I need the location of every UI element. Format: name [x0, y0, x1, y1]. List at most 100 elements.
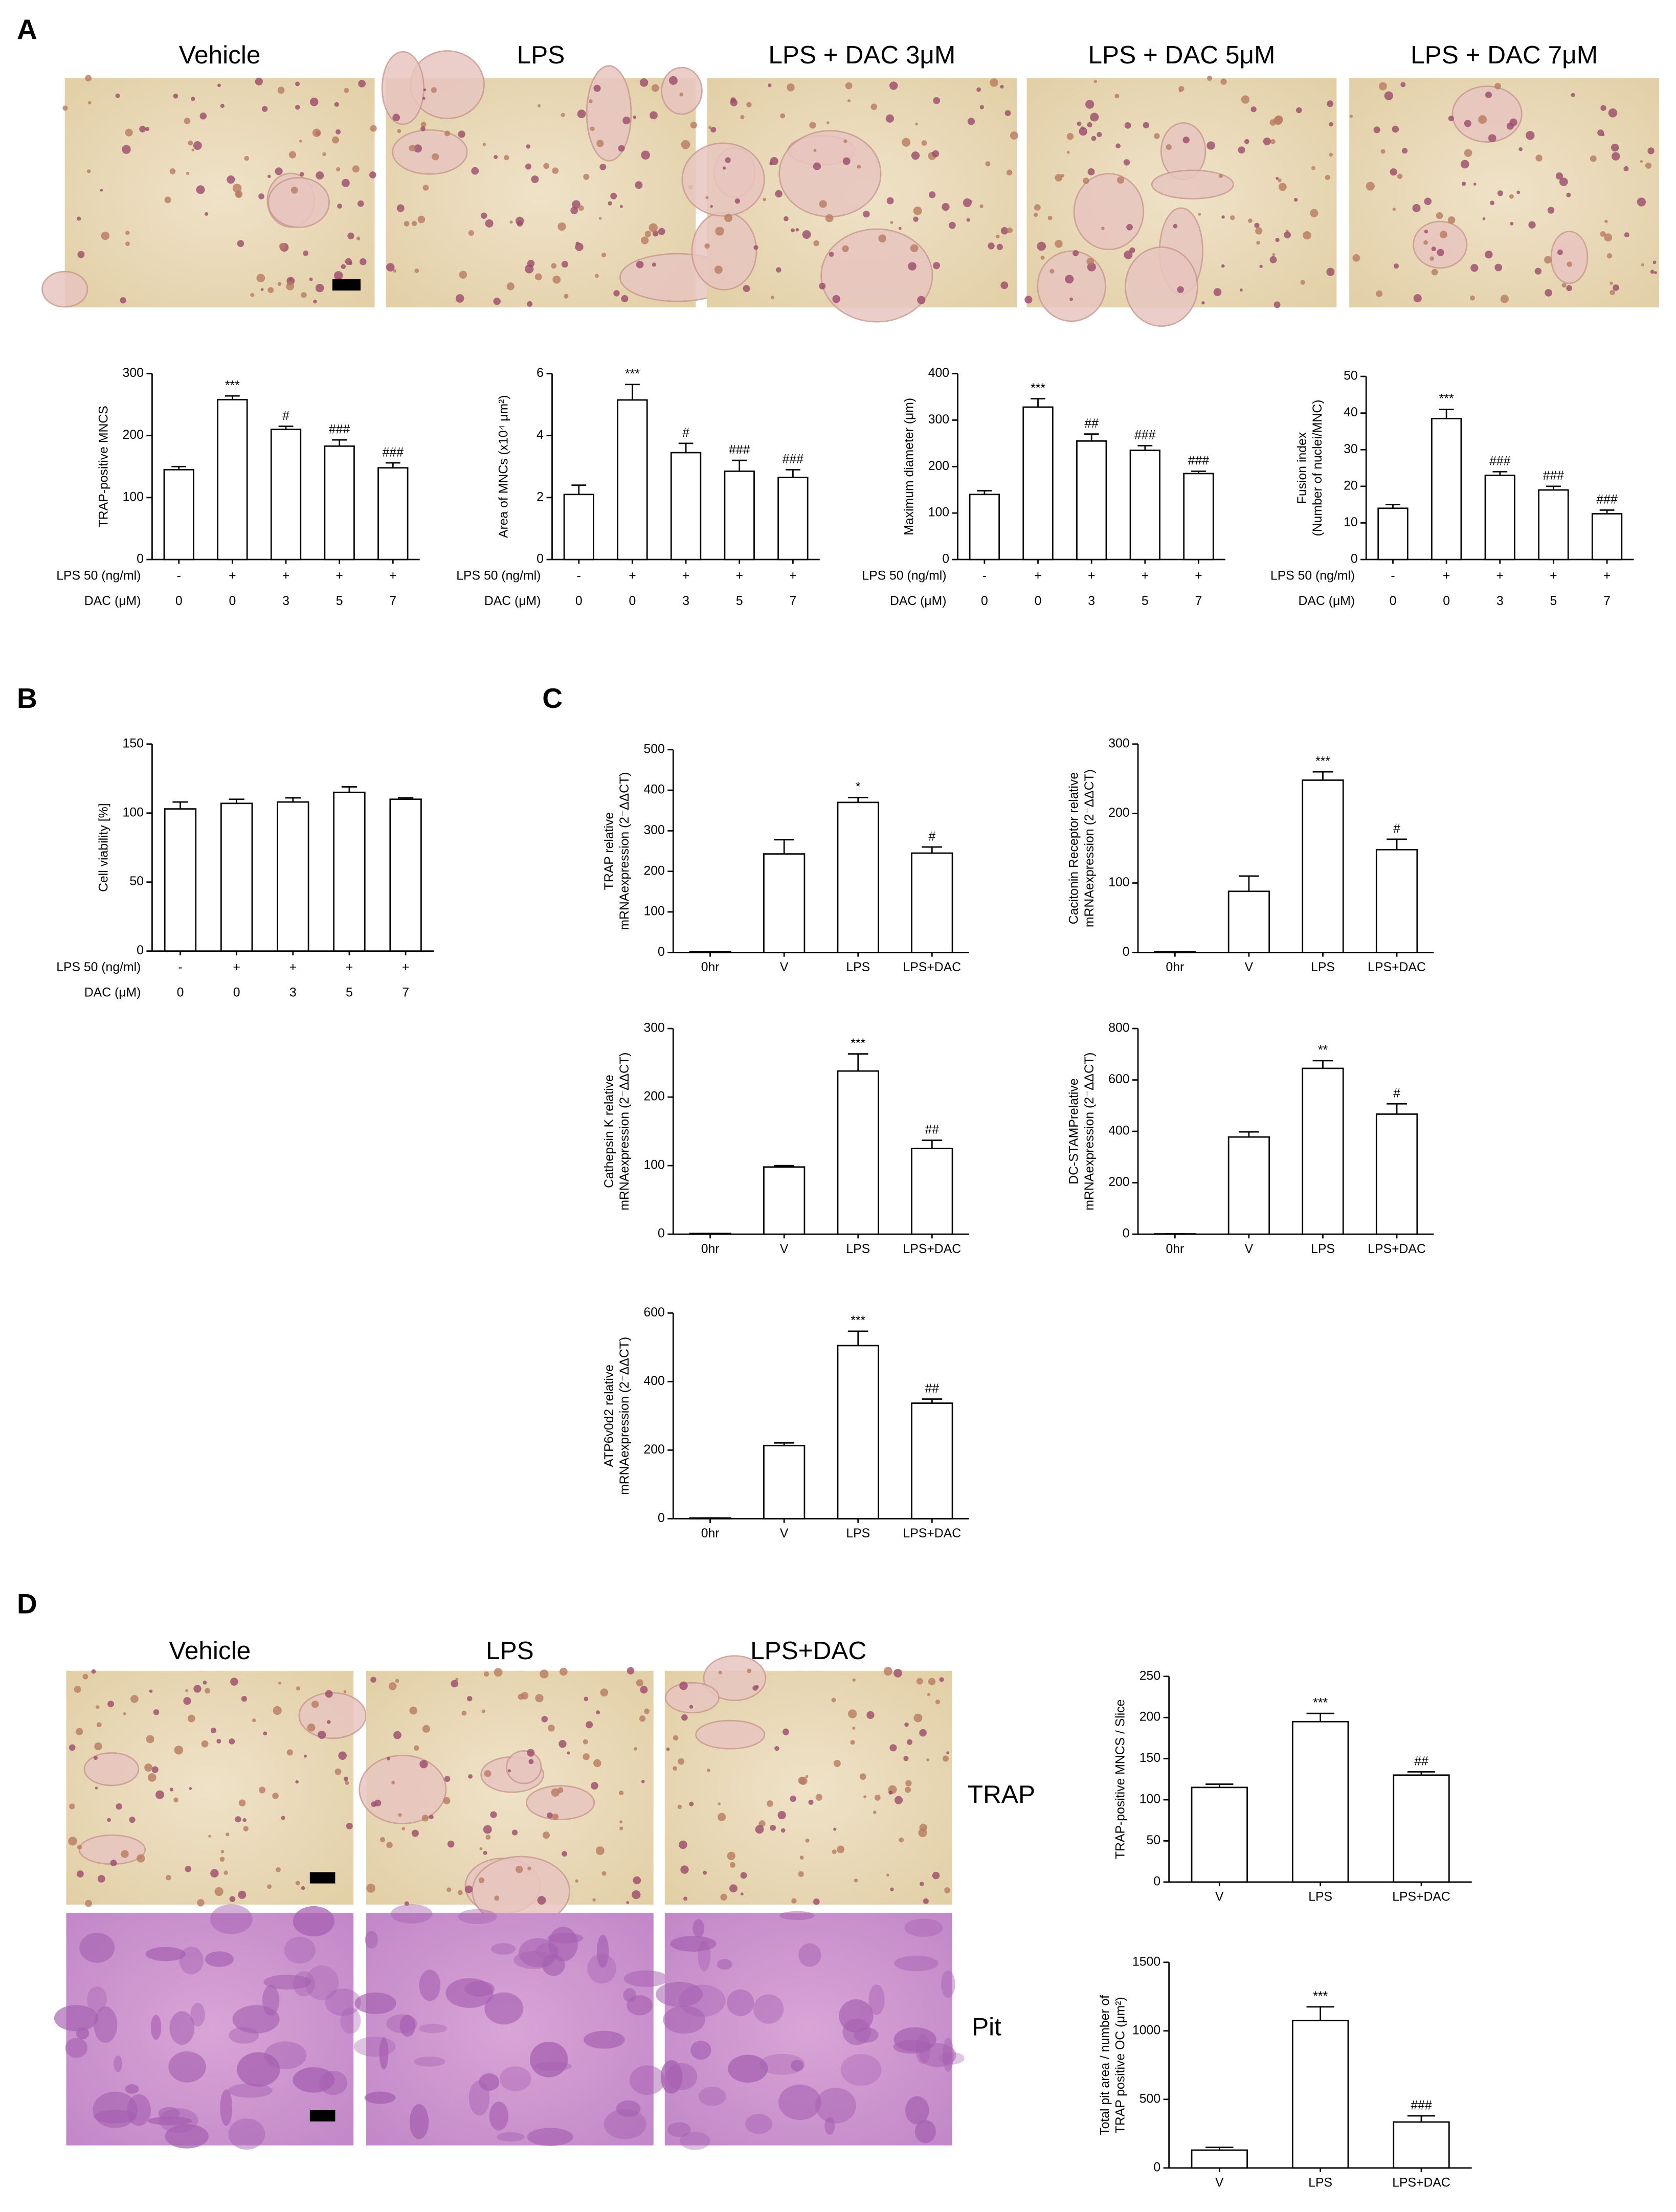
y-tick-label: 400 — [643, 1374, 664, 1388]
nucleus — [1083, 177, 1089, 184]
significance: # — [1393, 1087, 1400, 1101]
nucleus — [1497, 190, 1503, 196]
pit — [596, 1934, 609, 1968]
nucleus — [464, 1885, 473, 1893]
nucleus — [204, 1688, 211, 1694]
nucleus — [451, 1680, 459, 1688]
micrograph — [1349, 78, 1659, 308]
significance: * — [856, 780, 861, 794]
nucleus — [76, 1870, 84, 1878]
nucleus — [946, 1751, 949, 1754]
nucleus — [333, 271, 343, 280]
x-tick-label: + — [736, 569, 743, 583]
x-tick-label: 0 — [177, 986, 184, 1000]
row-label: DAC (μM) — [84, 594, 141, 608]
y-tick-label: 6 — [537, 366, 544, 380]
pit — [489, 2102, 509, 2131]
y-tick-label: 150 — [1139, 1751, 1160, 1765]
nucleus — [722, 166, 726, 170]
nucleus — [683, 1896, 688, 1901]
nucleus — [1066, 151, 1070, 154]
nucleus — [87, 169, 91, 173]
significance: *** — [851, 1037, 865, 1051]
row-label: LPS 50 (ng/ml) — [56, 960, 141, 974]
nucleus — [677, 1804, 682, 1809]
nucleus — [703, 1870, 707, 1875]
nucleus — [193, 141, 202, 150]
y-tick-label: 400 — [643, 783, 664, 797]
nucleus — [771, 296, 774, 299]
nucleus — [540, 1669, 549, 1679]
significance: *** — [851, 1314, 865, 1328]
bar — [163, 468, 194, 561]
nucleus — [863, 1795, 866, 1798]
nucleus — [386, 1842, 393, 1848]
pit — [479, 2073, 500, 2091]
pit — [698, 2087, 726, 2106]
image-title: LPS + DAC 3μM — [768, 40, 955, 69]
nucleus — [197, 1899, 205, 1907]
x-tick-label: + — [282, 569, 289, 583]
pit — [894, 1955, 938, 1972]
nucleus — [482, 143, 486, 146]
nucleus — [859, 1773, 866, 1780]
nucleus — [1198, 213, 1201, 216]
micrograph-bg — [64, 78, 375, 308]
nucleus — [414, 268, 419, 273]
y-axis-label: TRAP relative — [602, 812, 616, 890]
nucleus — [1206, 141, 1215, 150]
nucleus — [1393, 263, 1399, 269]
nucleus — [903, 1756, 909, 1761]
error-bar — [571, 484, 587, 495]
x-tick-label: 3 — [1088, 594, 1095, 608]
nucleus — [537, 104, 541, 108]
nucleus — [921, 140, 927, 146]
nucleus — [258, 193, 264, 199]
nucleus — [1494, 83, 1501, 90]
x-tick-label: + — [346, 960, 353, 974]
nucleus — [913, 206, 922, 215]
nucleus — [336, 129, 341, 135]
error-bar — [732, 459, 747, 472]
error-bar — [1312, 771, 1333, 780]
error-bar — [1492, 471, 1508, 476]
nucleus — [640, 1686, 648, 1694]
nucleus — [1310, 209, 1319, 217]
nucleus — [252, 1718, 256, 1723]
nucleus — [929, 191, 936, 198]
nucleus — [1066, 132, 1074, 140]
nucleus — [235, 1816, 241, 1823]
nucleus — [813, 162, 821, 170]
nucleus — [229, 1738, 235, 1745]
nucleus — [1488, 134, 1496, 143]
nucleus — [775, 190, 783, 198]
x-tick-label: V — [780, 960, 789, 974]
nucleus — [432, 153, 439, 161]
pit — [499, 2066, 531, 2091]
nucleus — [547, 1812, 553, 1819]
nucleus — [1561, 283, 1567, 288]
x-tick-label: + — [1088, 569, 1095, 583]
bar — [1191, 1786, 1248, 1883]
nucleus — [149, 1689, 153, 1693]
nucleus — [1390, 168, 1397, 176]
nucleus — [1327, 100, 1334, 107]
nucleus — [939, 1677, 944, 1682]
nucleus — [586, 1721, 593, 1729]
nucleus — [666, 1747, 670, 1751]
pit — [670, 1936, 717, 1952]
y-tick-label: 20 — [1344, 479, 1358, 493]
y-tick-label: 600 — [643, 1306, 664, 1320]
x-tick-label: 5 — [346, 986, 353, 1000]
nucleus — [334, 1768, 342, 1775]
nucleus — [863, 210, 870, 218]
nucleus — [996, 243, 1003, 251]
significance: ### — [1543, 469, 1565, 483]
error-bar — [285, 797, 301, 802]
nucleus — [312, 128, 321, 137]
nucleus — [229, 1896, 236, 1903]
bar — [911, 852, 953, 953]
x-tick-label: 0 — [233, 986, 240, 1000]
error-bar — [397, 797, 414, 799]
x-tick-label: V — [1245, 1242, 1254, 1256]
